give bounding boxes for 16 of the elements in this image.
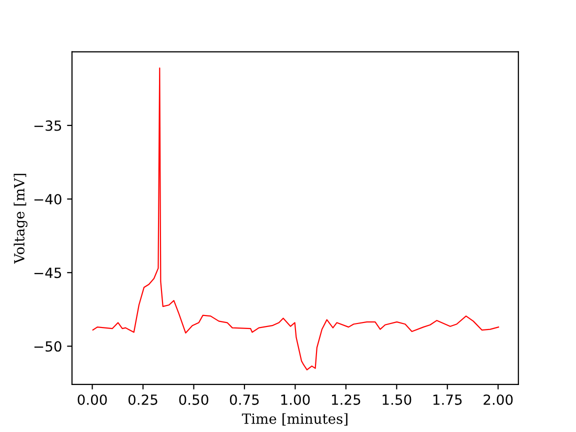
x-tick-label: 2.00 — [484, 394, 513, 405]
x-tick-label: 0.25 — [128, 394, 158, 405]
x-tick-label: 1.00 — [281, 394, 310, 405]
x-tick-label: 1.75 — [433, 394, 462, 405]
y-axis-title: Voltage [mV] — [14, 174, 28, 264]
y-tick-label: −50 — [34, 341, 62, 352]
y-tick-label: −40 — [34, 194, 62, 204]
line-series — [92, 67, 500, 370]
x-tick-label: 0.00 — [78, 394, 107, 405]
x-tick-label: 0.75 — [230, 394, 259, 405]
x-tick-label: 1.50 — [382, 394, 412, 405]
x-tick-label: 1.25 — [332, 394, 360, 405]
y-tick-label: −45 — [34, 268, 62, 278]
x-axis-title: Time [minutes] — [242, 413, 348, 426]
y-tick-label: −35 — [34, 120, 62, 131]
x-tick-label: 0.50 — [179, 394, 208, 405]
